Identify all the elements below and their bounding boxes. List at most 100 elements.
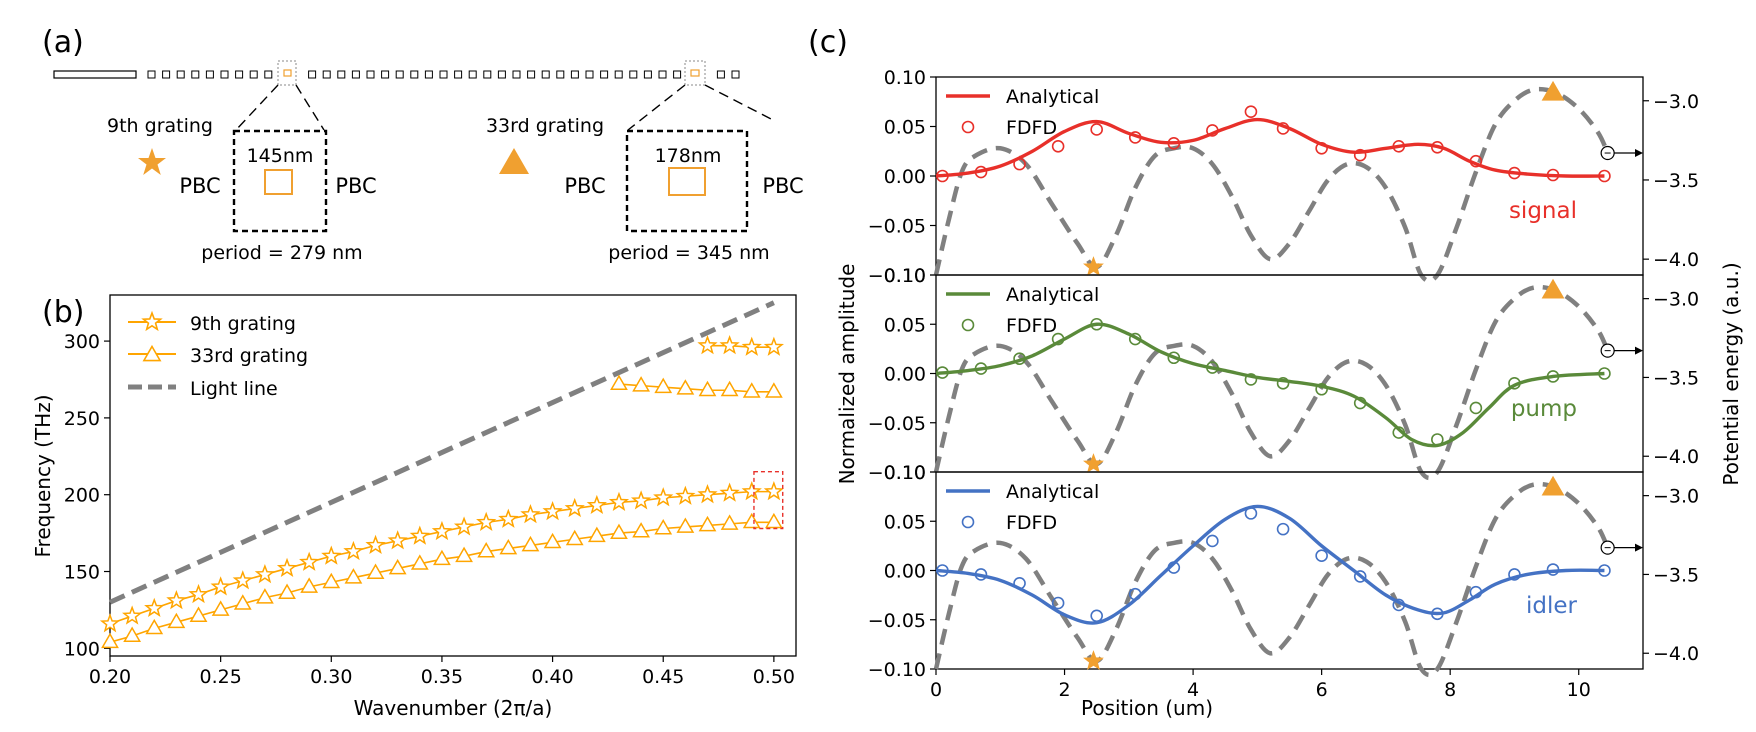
star-point [99, 613, 121, 633]
grating-period-dot [483, 70, 492, 79]
star-point [188, 583, 209, 604]
legend-fdfd-marker [961, 120, 975, 134]
grating-period-dot [585, 70, 594, 79]
triangle-point [676, 517, 695, 533]
y2-tick-label: −3.5 [1653, 170, 1699, 192]
subplot-signal: −0.10 −0.05 0.00 0.05 0.10 −4.0 −3.5 −3.0 Analyt… [868, 67, 1699, 287]
pbc-left-33rd: PBC [564, 174, 605, 198]
fdfd-point [1244, 373, 1258, 386]
triangle-point [654, 377, 673, 394]
fdfd-point [1508, 166, 1521, 180]
star-point [343, 540, 364, 561]
grating-period-dot [381, 70, 390, 79]
grating-period-dot [512, 70, 521, 79]
triangle-point [366, 563, 385, 579]
unit-cell-9th [264, 169, 293, 195]
y-tick-label: 0.10 [884, 67, 926, 89]
y2-tick-label: −4.0 [1653, 249, 1699, 271]
legend-analytical-label: Analytical [1006, 481, 1099, 503]
y-tick-label: −0.05 [868, 216, 926, 238]
grating-period-dot [249, 70, 258, 79]
star-point [653, 487, 674, 507]
zoom-line [704, 84, 774, 121]
fdfd-point [1206, 124, 1219, 137]
zoom-box-33rd [625, 129, 749, 233]
legend-analytical-label: Analytical [1006, 284, 1099, 306]
triangle-point [720, 514, 739, 530]
grating-period-dot [410, 70, 419, 79]
y2-tick-label: −3.5 [1653, 564, 1699, 586]
triangle-point [233, 594, 252, 610]
label-145nm: 145nm [247, 145, 314, 167]
label-178nm: 178nm [655, 145, 722, 167]
grating-period-dot [176, 70, 185, 79]
grating-period-dot [614, 70, 623, 79]
y-tick-label: 0.05 [884, 314, 926, 336]
legend-fdfd-label: FDFD [1006, 315, 1057, 337]
star-point [232, 570, 253, 590]
fdfd-point [1546, 168, 1560, 182]
chart-c-ylabel: Normalized amplitude [835, 264, 859, 485]
triangle-point [676, 379, 695, 395]
y-tick-label: −0.05 [868, 413, 926, 435]
fdfd-point [1051, 140, 1065, 153]
grating-period-dot [264, 70, 273, 79]
fdfd-point [1013, 157, 1026, 171]
fdfd-point [1276, 377, 1290, 390]
star-point [476, 511, 497, 531]
triangle-point [632, 522, 650, 538]
y-tick-label: 0.00 [884, 561, 926, 583]
y-tick-label: 0.10 [884, 265, 926, 287]
star-point [763, 480, 784, 501]
triangle-point [388, 558, 407, 575]
potential-curve [933, 86, 1610, 284]
fdfd-point [1090, 123, 1103, 136]
fdfd-point [1431, 433, 1444, 446]
fdfd-point [1090, 609, 1103, 623]
triangle-point [654, 518, 673, 535]
zoom-line [627, 84, 686, 131]
legend-label-33rd: 33rd grating [190, 345, 308, 367]
label-33rd-grating: 33rd grating [486, 115, 604, 137]
chart-b-frame [109, 294, 797, 657]
triangle-point [410, 554, 429, 570]
light-line [108, 300, 775, 605]
triangle-point [632, 376, 650, 392]
subplot-idler: −0.10 −0.05 0.00 0.05 0.10 −4.0 −3.5 −3.0 0 2 4 6 8 1… [868, 462, 1699, 701]
potential-curve [933, 284, 1610, 481]
y-tick-label: 0.00 [884, 364, 926, 386]
fdfd-point [1315, 382, 1328, 396]
grating-period-dot [395, 70, 404, 79]
fdfd-point [1546, 563, 1560, 576]
x-tick-label: 0.45 [642, 666, 684, 688]
y2-tick-label: −4.0 [1653, 446, 1699, 468]
fdfd-point [1244, 105, 1258, 118]
zoom-source-9th [277, 60, 297, 86]
fdfd-point [1128, 587, 1142, 601]
chart-c-y2label: Potential energy (a.u.) [1719, 262, 1743, 485]
star-point [564, 497, 585, 518]
fdfd-point [1013, 577, 1026, 590]
subplot-pump: −0.10 −0.05 0.00 0.05 0.10 −4.0 −3.5 −3.0 Analyt… [868, 265, 1699, 484]
fdfd-point [1469, 401, 1483, 415]
unit-cell-33rd [668, 167, 706, 196]
highlight-box [753, 470, 784, 530]
triangle-point [543, 532, 562, 549]
fdfd-point [1206, 361, 1219, 374]
y2-tick-label: −3.0 [1653, 486, 1699, 508]
star-point [697, 484, 718, 504]
x-tick-label: 0.30 [310, 666, 352, 688]
fdfd-point [1051, 332, 1065, 346]
triangle-point [322, 572, 341, 589]
star-marker-icon [138, 148, 166, 175]
triangle-point [101, 632, 119, 649]
chart-b: 0.20 0.25 0.30 0.35 0.40 0.45 0.50 100 150 200 250… [31, 294, 797, 720]
star-point [276, 557, 298, 578]
y2-tick-label: −3.0 [1653, 91, 1699, 113]
y-tick-label: −0.05 [868, 610, 926, 632]
triangle-point [698, 380, 717, 397]
fdfd-point [974, 165, 988, 179]
grating-period-dot [454, 70, 463, 79]
fdfd-point [1392, 426, 1406, 439]
